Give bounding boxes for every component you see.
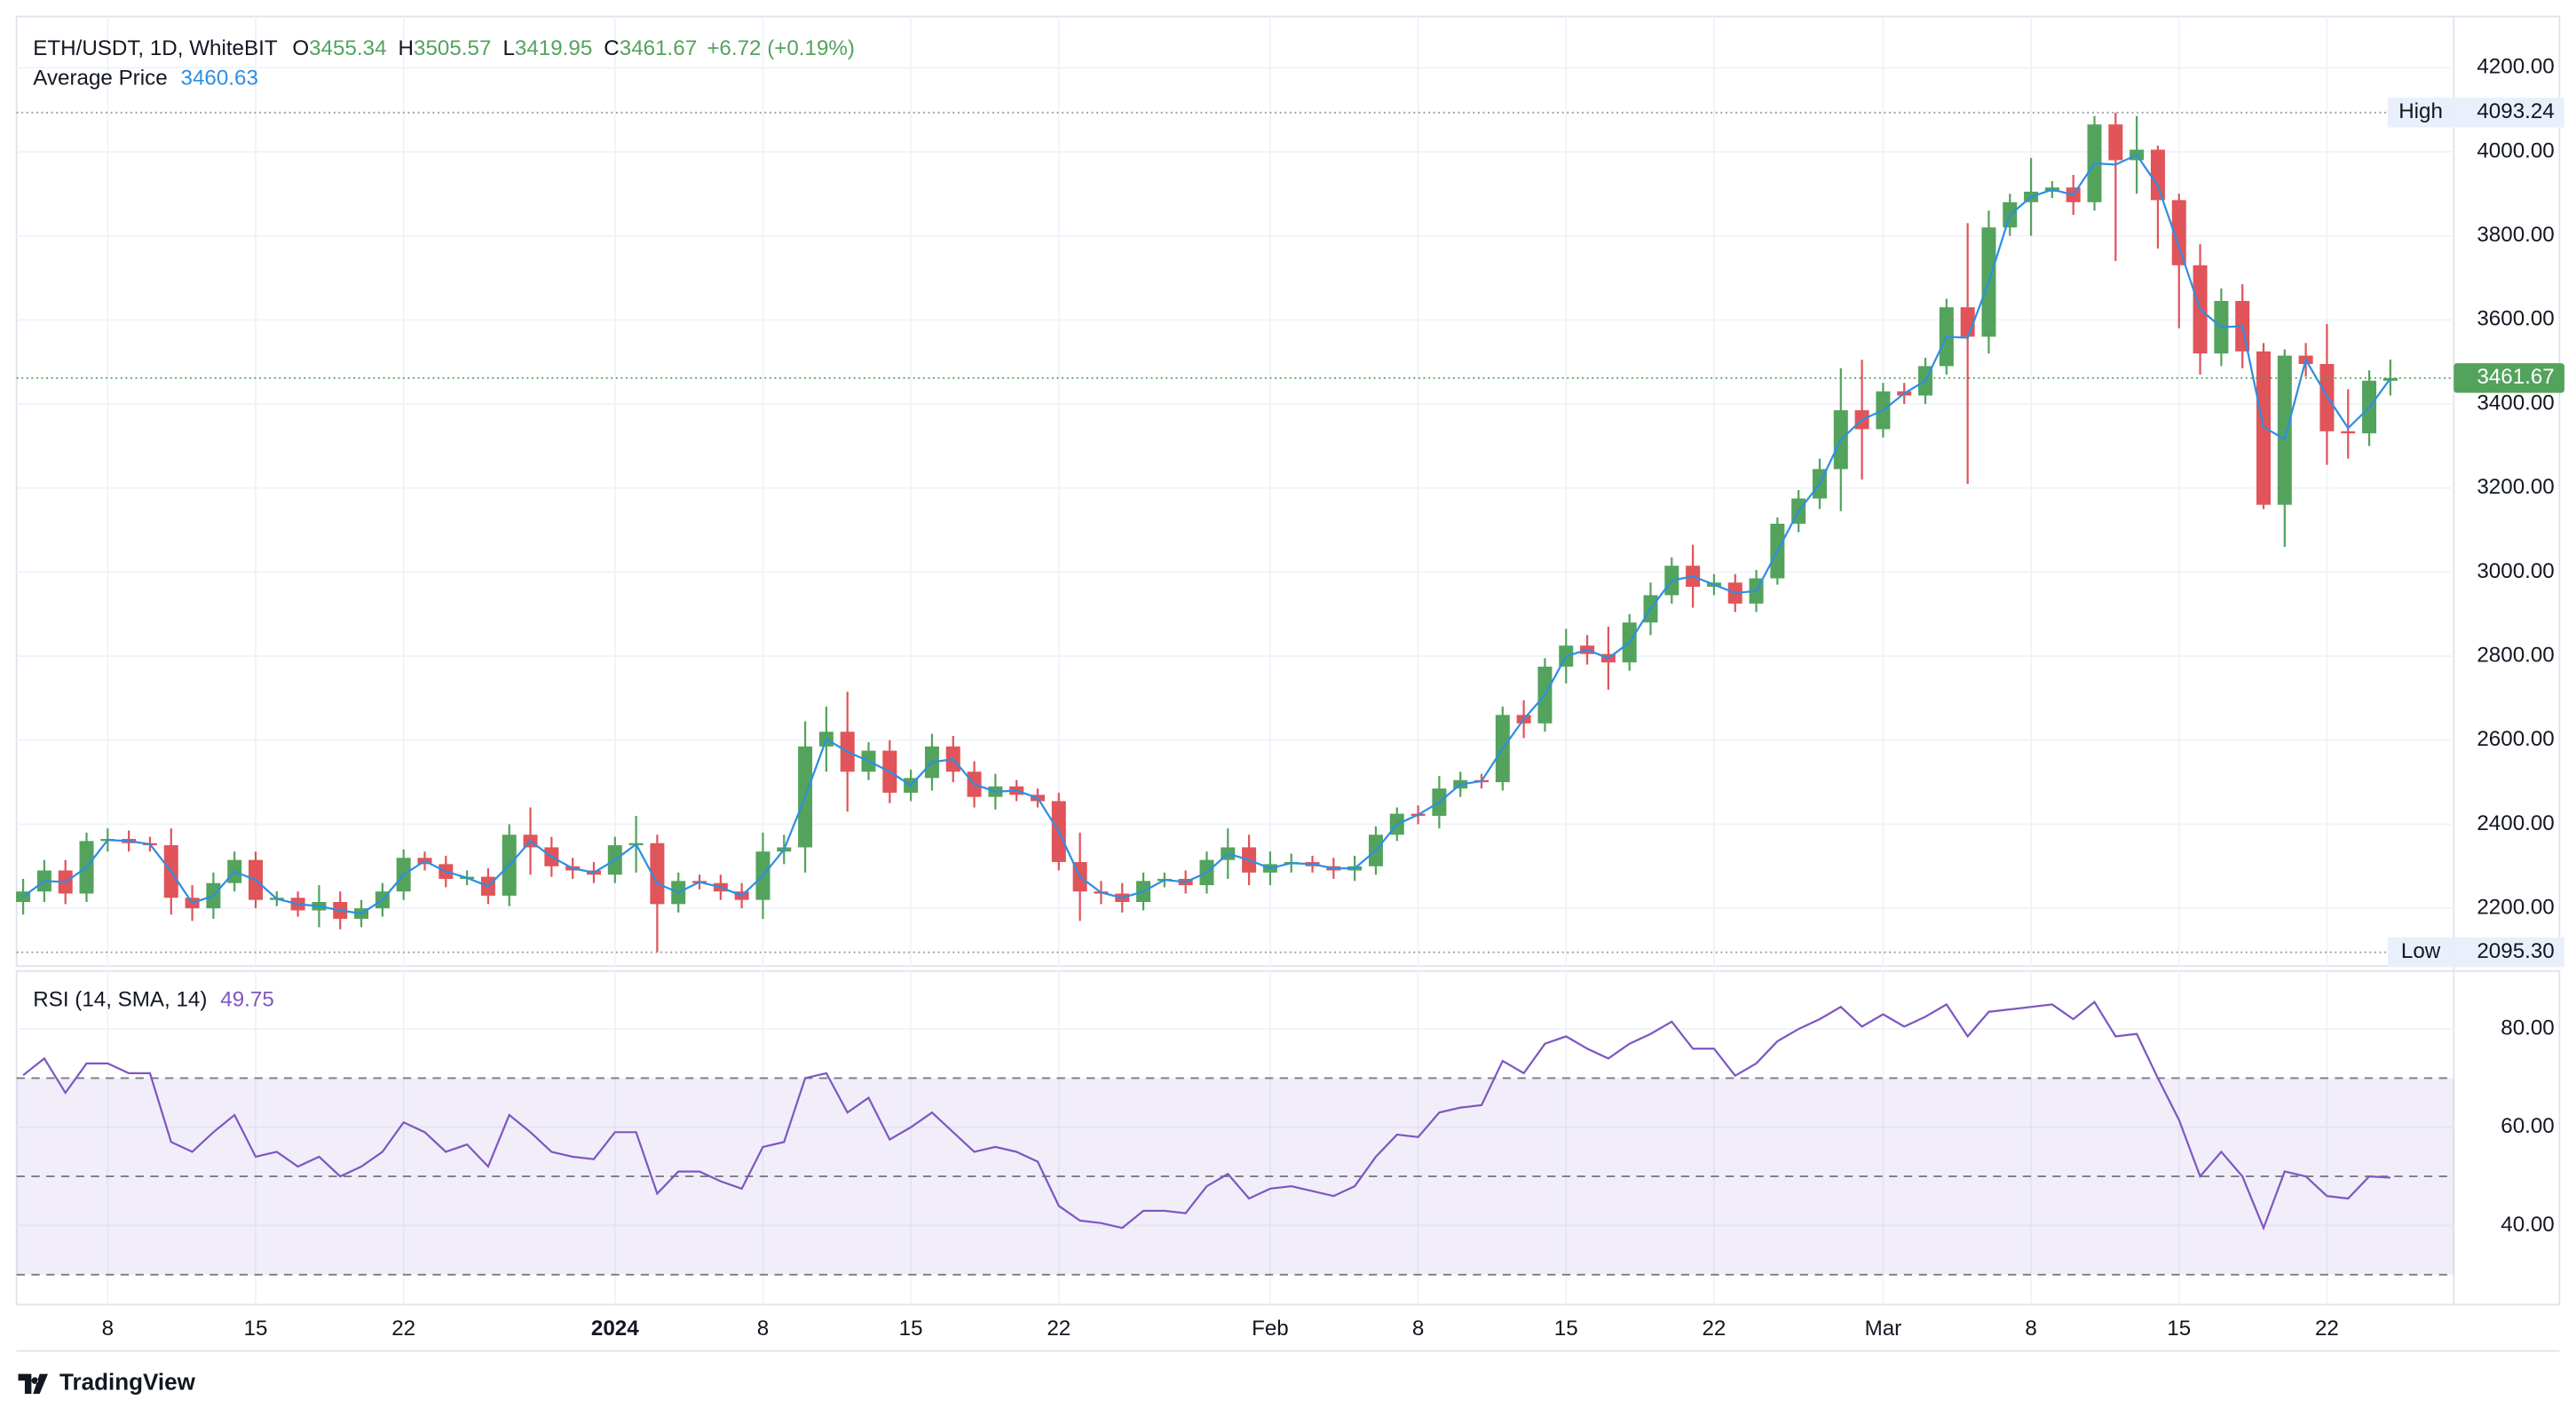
- y-tick-label: 4000.00: [2477, 138, 2554, 162]
- x-tick-label: 22: [1702, 1317, 1726, 1341]
- y-tick-label: 40.00: [2501, 1213, 2555, 1237]
- extreme-name: High: [2398, 99, 2443, 123]
- extreme-name-box: [2387, 937, 2454, 968]
- x-tick-label: Feb: [1252, 1317, 1289, 1341]
- brand-name: TradingView: [59, 1369, 196, 1396]
- x-tick-label: Mar: [1865, 1317, 1902, 1341]
- rsi-value: 49.75: [220, 988, 274, 1012]
- average-value: 3460.63: [181, 67, 258, 91]
- y-tick-label: 4200.00: [2477, 55, 2554, 79]
- x-tick-label: 15: [2167, 1317, 2191, 1341]
- y-tick-label: 2400.00: [2477, 811, 2554, 835]
- ohlc-name: O: [292, 36, 309, 60]
- last-price-box: [2454, 363, 2564, 393]
- x-tick-label: 8: [2025, 1317, 2036, 1341]
- extreme-value-box: [2454, 98, 2564, 128]
- y-tick-label: 2200.00: [2477, 896, 2554, 920]
- extreme-value-box: [2454, 937, 2564, 968]
- rsi-pane: [15, 969, 2561, 1306]
- ohlc-value: 3455.34: [309, 36, 386, 60]
- brand-logo: [18, 1373, 48, 1395]
- x-tick-label: 15: [1554, 1317, 1578, 1341]
- last-price-label: 3461.67: [2477, 365, 2554, 389]
- legend-header: ETH/USDT, 1D, WhiteBIT O3455.34 H3505.57 L3…: [33, 36, 855, 60]
- candle-body: [2277, 355, 2292, 505]
- ohlc-name: L: [502, 36, 514, 60]
- x-tick-label: 22: [391, 1317, 415, 1341]
- price-pane: [15, 15, 2561, 968]
- rsi-line: [22, 1000, 2390, 1231]
- y-tick-label: 60.00: [2501, 1114, 2555, 1138]
- x-tick-label: 22: [1047, 1317, 1071, 1341]
- rsi-title: RSI (14, SMA, 14): [33, 988, 207, 1012]
- candle-body: [2341, 431, 2356, 434]
- rsi-legend: RSI (14, SMA, 14) 49.75: [33, 988, 274, 1012]
- candle-body: [2171, 200, 2186, 265]
- x-tick-label: 15: [244, 1317, 268, 1341]
- ohlc-name: C: [604, 36, 619, 60]
- average-name: Average Price: [33, 67, 167, 91]
- x-tick-label: 8: [757, 1317, 769, 1341]
- candle-body: [2150, 149, 2165, 201]
- ohlc-value: 3419.95: [515, 36, 592, 60]
- extreme-value: 4093.24: [2477, 99, 2554, 123]
- x-tick-label: 8: [1412, 1317, 1424, 1341]
- extreme-value: 2095.30: [2477, 939, 2554, 963]
- ohlc-value: 3505.57: [414, 36, 491, 60]
- symbol: ETH/USDT, 1D, WhiteBIT: [33, 36, 278, 60]
- ohlc-value: 3461.67: [620, 36, 697, 60]
- y-tick-label: 3200.00: [2477, 475, 2554, 499]
- y-tick-label: 3800.00: [2477, 223, 2554, 247]
- y-tick-label: 80.00: [2501, 1016, 2555, 1040]
- ohlc-name: H: [399, 36, 414, 60]
- y-tick-label: 3600.00: [2477, 307, 2554, 331]
- y-tick-label: 3400.00: [2477, 391, 2554, 415]
- change: +6.72 (+0.19%): [707, 36, 855, 60]
- average-legend: Average Price 3460.63: [33, 67, 258, 91]
- x-tick-label: 8: [102, 1317, 114, 1341]
- y-tick-label: 3000.00: [2477, 559, 2554, 583]
- extreme-name-box: [2387, 98, 2454, 128]
- x-tick-label: 22: [2315, 1317, 2339, 1341]
- x-tick-label: 15: [899, 1317, 923, 1341]
- y-tick-label: 2800.00: [2477, 643, 2554, 667]
- candle-body: [2108, 124, 2123, 161]
- y-tick-label: 2600.00: [2477, 727, 2554, 751]
- candle-body: [650, 842, 665, 905]
- average-line: [22, 154, 2391, 915]
- extreme-name: Low: [2401, 939, 2441, 963]
- x-tick-label: 2024: [591, 1317, 639, 1341]
